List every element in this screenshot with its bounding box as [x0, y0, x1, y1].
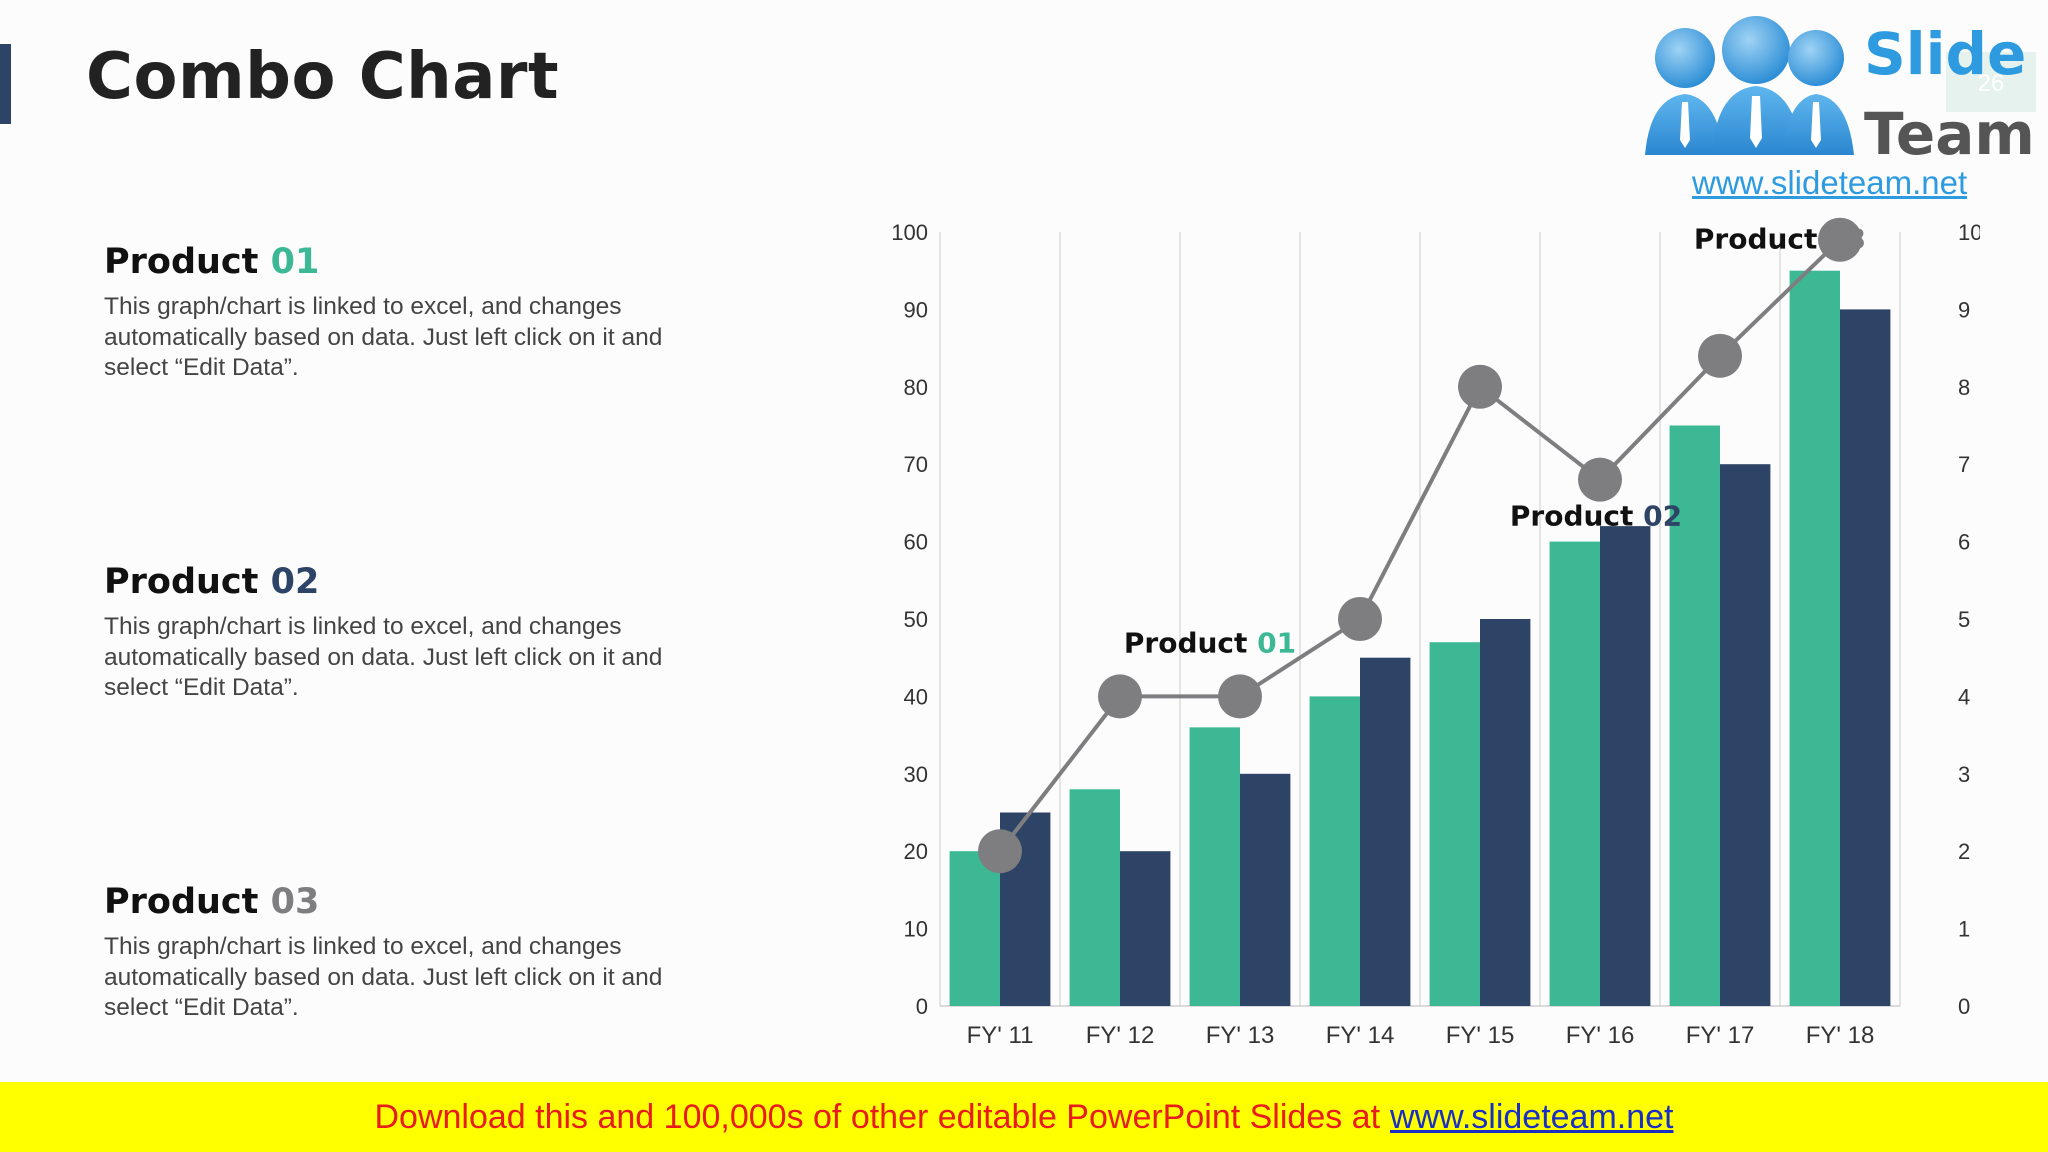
banner-link[interactable]: www.slideteam.net: [1390, 1097, 1674, 1136]
y-tick-label: 90: [904, 297, 928, 322]
title-accent-bar: [0, 44, 11, 124]
bar-product-02: [1240, 773, 1291, 1006]
people-group-icon: [1645, 16, 1854, 155]
annotation-product-01: Product 01: [1124, 626, 1296, 659]
product-01-name: Product: [104, 242, 259, 282]
line-point-product-03: [1818, 217, 1862, 262]
y2-tick-label: 0: [1958, 994, 1970, 1019]
y2-tick-label: 5: [1958, 607, 1970, 632]
line-point-product-03: [1578, 457, 1622, 502]
bar-product-01: [1669, 425, 1720, 1006]
y-tick-label: 20: [904, 839, 928, 864]
annotation-number: 01: [1257, 626, 1296, 659]
banner-text: Download this and 100,000s of other edit…: [374, 1097, 1381, 1136]
bar-product-01: [1309, 696, 1360, 1006]
bar-product-02: [1120, 851, 1171, 1006]
line-point-product-03: [978, 829, 1022, 874]
product-02-number: 02: [270, 562, 320, 602]
bar-product-01: [1069, 789, 1120, 1006]
bar-product-01: [949, 851, 1000, 1006]
y2-tick-label: 8: [1958, 375, 1970, 400]
product-02-block: Product 02 This graph/chart is linked to…: [104, 560, 664, 704]
y2-tick-label: 2: [1958, 839, 1970, 864]
y-tick-label: 70: [904, 452, 928, 477]
logo-word-slide: Slide: [1864, 20, 2027, 88]
y-tick-label: 50: [904, 607, 928, 632]
line-point-product-03: [1698, 333, 1742, 378]
line-point-product-03: [1218, 674, 1262, 719]
bar-product-02: [1720, 464, 1771, 1006]
y2-tick-label: 9: [1958, 297, 1970, 322]
x-tick-label: FY' 13: [1206, 1022, 1275, 1049]
product-01-number: 01: [270, 242, 320, 282]
y-tick-label: 40: [904, 684, 928, 709]
y-tick-label: 0: [916, 994, 928, 1019]
product-03-number: 03: [270, 882, 320, 922]
product-01-block: Product 01 This graph/chart is linked to…: [104, 240, 664, 384]
y2-tick-label: 10: [1958, 220, 1980, 245]
product-03-name: Product: [104, 882, 259, 922]
product-02-description: This graph/chart is linked to excel, and…: [104, 613, 663, 701]
y2-tick-label: 1: [1958, 917, 1970, 942]
bar-product-02: [1360, 657, 1411, 1006]
page-title: Combo Chart: [86, 40, 560, 114]
product-02-heading: Product 02: [104, 560, 664, 604]
logo-word-team: Team: [1864, 100, 2035, 168]
bar-product-02: [1840, 309, 1891, 1006]
line-point-product-03: [1338, 597, 1382, 641]
line-point-product-03: [1458, 364, 1502, 409]
chart-line: [978, 217, 1862, 874]
product-03-description: This graph/chart is linked to excel, and…: [104, 933, 663, 1021]
y-tick-label: 80: [904, 375, 928, 400]
y2-tick-label: 7: [1958, 452, 1970, 477]
product-03-block: Product 03 This graph/chart is linked to…: [104, 880, 664, 1024]
y-tick-label: 60: [904, 530, 928, 555]
chart-grid: [939, 232, 1901, 1007]
annotation-name: Product: [1124, 626, 1257, 659]
product-01-heading: Product 01: [104, 240, 664, 284]
bar-product-01: [1549, 541, 1600, 1006]
bar-product-01: [1189, 727, 1240, 1006]
bar-product-01: [1789, 270, 1840, 1006]
y-tick-label: 30: [904, 762, 928, 787]
product-03-heading: Product 03: [104, 880, 664, 924]
slide: Combo Chart Product 01 This graph/chart …: [0, 4, 2040, 1049]
bar-product-02: [1480, 619, 1531, 1006]
bar-product-02: [1600, 526, 1651, 1006]
x-tick-label: FY' 12: [1086, 1022, 1155, 1049]
x-tick-label: FY' 11: [967, 1022, 1034, 1049]
annotation-name: Product: [1510, 500, 1643, 533]
y-tick-label: 100: [891, 220, 928, 245]
product-01-description: This graph/chart is linked to excel, and…: [104, 293, 663, 381]
download-banner: Download this and 100,000s of other edit…: [0, 1082, 2048, 1152]
product-02-name: Product: [104, 562, 259, 602]
slideteam-logo[interactable]: Slide Team www.slideteam.net: [1640, 4, 2040, 201]
line-point-product-03: [1098, 674, 1142, 719]
annotation-number: 03: [1827, 223, 1866, 256]
y2-tick-label: 4: [1958, 684, 1970, 709]
bar-product-01: [1429, 642, 1480, 1006]
logo-url-link[interactable]: www.slideteam.net: [1692, 164, 1968, 201]
x-tick-label: FY' 14: [1326, 1022, 1395, 1049]
y2-tick-label: 3: [1958, 762, 1970, 787]
x-tick-label: FY' 17: [1686, 1022, 1755, 1049]
x-tick-label: FY' 18: [1806, 1022, 1875, 1049]
annotation-name: Product: [1694, 223, 1827, 256]
x-tick-label: FY' 16: [1566, 1022, 1635, 1049]
annotation-number: 02: [1643, 500, 1682, 533]
annotation-product-03: Product 03: [1694, 223, 1866, 256]
chart-bars: [949, 270, 1891, 1006]
x-tick-label: FY' 15: [1446, 1022, 1515, 1049]
y2-tick-label: 6: [1958, 530, 1970, 555]
page-number: 26: [1946, 52, 2036, 112]
y-tick-label: 10: [904, 917, 928, 942]
annotation-product-02: Product 02: [1510, 500, 1682, 533]
